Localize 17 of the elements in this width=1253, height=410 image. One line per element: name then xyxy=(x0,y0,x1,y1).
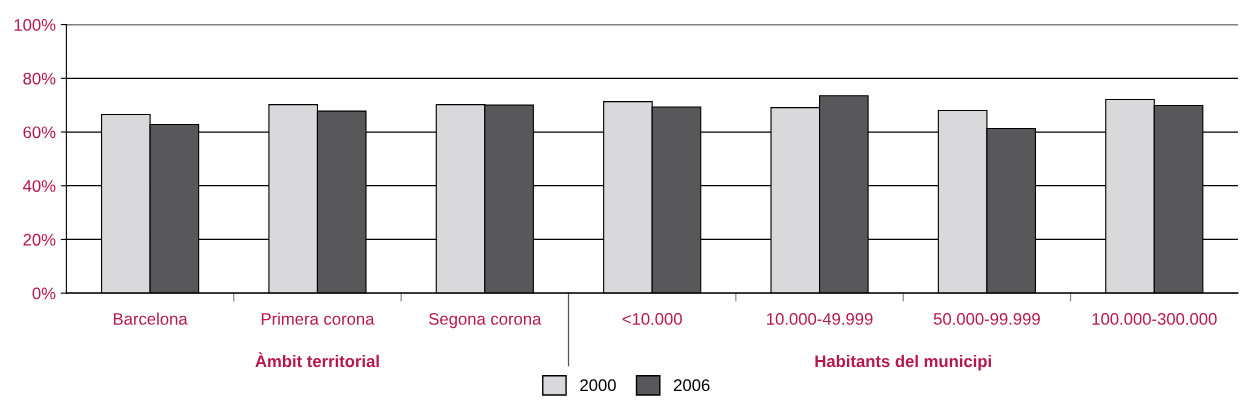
x-tick-label: 100.000-300.000 xyxy=(1092,313,1217,325)
x-tick-label: 10.000-49.999 xyxy=(767,313,873,325)
x-tick-label: <10.000 xyxy=(622,313,682,325)
y-tick-label: 40% xyxy=(23,180,56,192)
x-tick-label: 50.000-99.999 xyxy=(933,313,1040,325)
x-tick-label: Segona corona xyxy=(429,313,542,329)
legend-label: 2006 xyxy=(674,379,710,392)
x-tick-label: Primera corona xyxy=(261,312,375,325)
y-tick-label: 20% xyxy=(23,233,56,246)
y-tick-label: 60% xyxy=(23,126,56,139)
text: Habitants del municipi xyxy=(815,354,991,371)
legend-label: 2000 xyxy=(580,379,616,392)
x-tick-label: Barcelona xyxy=(113,312,188,325)
y-tick-label: 0% xyxy=(32,287,56,300)
y-tick-label: 80% xyxy=(23,72,56,85)
text: Àmbit territorial xyxy=(255,352,379,368)
y-tick-label: 100% xyxy=(14,19,56,31)
